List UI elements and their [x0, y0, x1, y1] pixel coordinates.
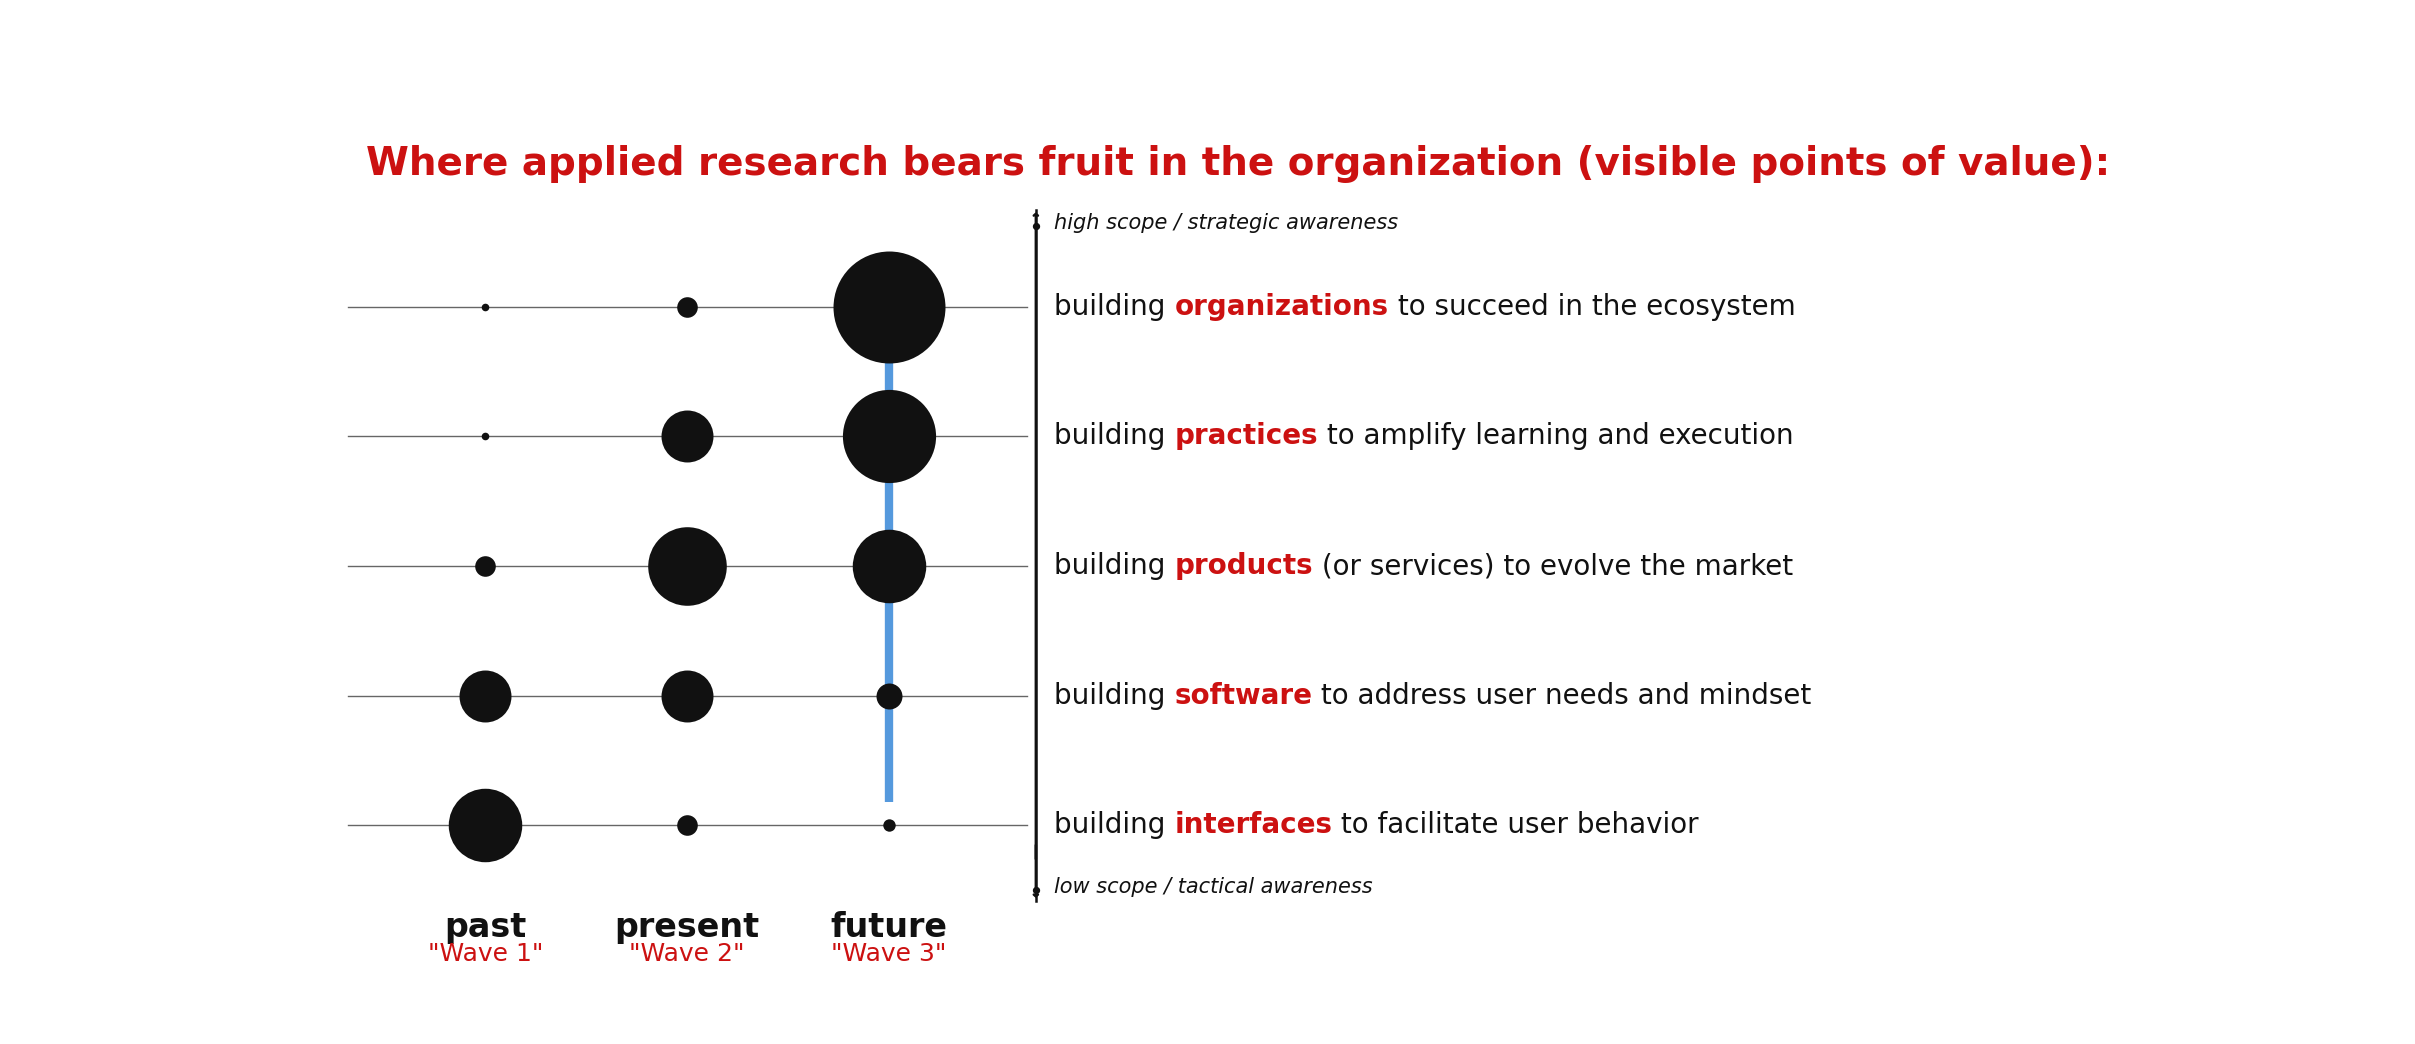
Text: present: present [616, 911, 761, 944]
Text: future: future [831, 911, 947, 944]
Text: "Wave 3": "Wave 3" [831, 942, 947, 966]
Point [466, 817, 505, 834]
Point [466, 557, 505, 574]
Text: practices: practices [1174, 423, 1319, 450]
Text: interfaces: interfaces [1174, 811, 1333, 839]
Text: to address user needs and mindset: to address user needs and mindset [1311, 682, 1811, 710]
Text: building: building [1055, 682, 1174, 710]
Text: products: products [1174, 552, 1314, 580]
Text: organizations: organizations [1174, 292, 1389, 321]
Point [466, 687, 505, 704]
Point [869, 687, 908, 704]
Point [669, 299, 708, 315]
Point [669, 428, 708, 445]
Point [869, 428, 908, 445]
Text: building: building [1055, 423, 1174, 450]
Text: low scope / tactical awareness: low scope / tactical awareness [1055, 877, 1372, 897]
Point [669, 817, 708, 834]
Text: Where applied research bears fruit in the organization (visible points of value): Where applied research bears fruit in th… [365, 145, 2111, 183]
Text: "Wave 2": "Wave 2" [630, 942, 744, 966]
Text: software: software [1174, 682, 1311, 710]
Text: to amplify learning and execution: to amplify learning and execution [1319, 423, 1794, 450]
Point [466, 428, 505, 445]
Point [869, 817, 908, 834]
Point [466, 299, 505, 315]
Point [1017, 218, 1055, 235]
Text: (or services) to evolve the market: (or services) to evolve the market [1314, 552, 1794, 580]
Text: building: building [1055, 552, 1174, 580]
Point [669, 687, 708, 704]
Text: high scope / strategic awareness: high scope / strategic awareness [1055, 213, 1398, 234]
Text: to succeed in the ecosystem: to succeed in the ecosystem [1389, 292, 1794, 321]
Point [869, 299, 908, 315]
Text: building: building [1055, 811, 1174, 839]
Point [669, 557, 708, 574]
Text: building: building [1055, 292, 1174, 321]
Point [869, 557, 908, 574]
Point [1017, 882, 1055, 899]
Text: "Wave 1": "Wave 1" [427, 942, 543, 966]
Text: to facilitate user behavior: to facilitate user behavior [1333, 811, 1700, 839]
Text: past: past [444, 911, 526, 944]
